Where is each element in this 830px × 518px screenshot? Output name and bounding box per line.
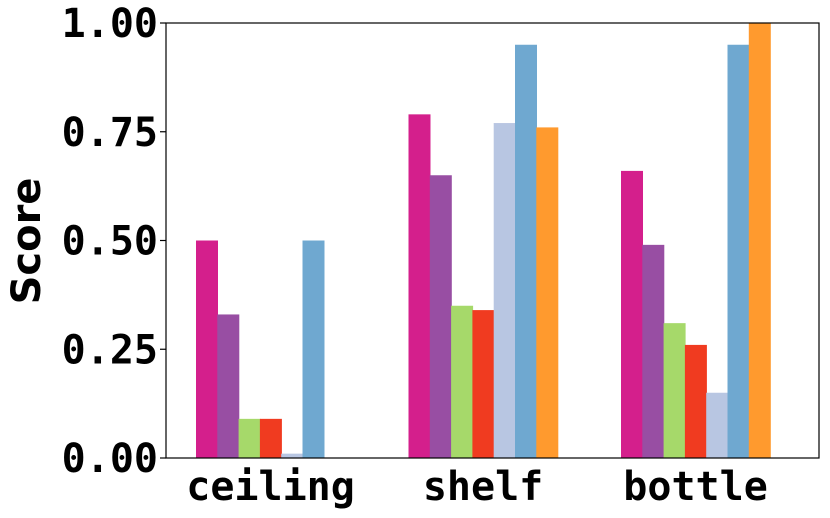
y-axis-label: Score	[4, 178, 50, 305]
y-tick-label: 1.00	[62, 1, 158, 47]
bar-bottle-series-2	[642, 244, 665, 458]
y-tick-label: 0.75	[62, 110, 158, 156]
bar-shelf-series-5	[493, 123, 516, 459]
x-category-label: shelf	[423, 464, 543, 510]
bar-shelf-series-4	[472, 310, 495, 458]
bar-shelf-series-6	[515, 44, 537, 458]
bar-ceiling-series-3	[238, 418, 261, 458]
bar-ceiling-series-6	[302, 240, 325, 458]
bar-shelf-series-1	[408, 114, 431, 458]
bar-ceiling-series-1	[196, 240, 218, 458]
bar-shelf-series-3	[451, 305, 474, 458]
x-axis-categories: ceiling shelf bottle	[186, 464, 768, 510]
y-tick-label: 0.00	[62, 436, 158, 482]
bar-bottle-series-5	[706, 392, 729, 458]
bar-bottle-series-3	[663, 323, 686, 458]
x-category-label: bottle	[623, 464, 768, 510]
bar-ceiling-series-5	[281, 453, 304, 458]
y-axis-ticks: 0.00 0.25 0.50 0.75 1.00	[62, 1, 166, 482]
bar-ceiling-series-4	[259, 418, 282, 458]
bar-bottle-series-4	[684, 344, 707, 458]
bar-bottle-series-7	[748, 23, 771, 458]
bar-bottle-series-1	[621, 170, 643, 458]
x-category-label: ceiling	[186, 464, 355, 510]
bar-shelf-series-7	[536, 127, 559, 459]
bar-ceiling-series-2	[217, 314, 240, 458]
bar-shelf-series-2	[429, 175, 452, 458]
y-tick-label: 0.25	[62, 327, 158, 373]
y-tick-label: 0.50	[62, 219, 158, 265]
bar-bottle-series-6	[727, 44, 750, 458]
plot-frame	[165, 22, 820, 459]
bars-layer	[196, 23, 771, 459]
